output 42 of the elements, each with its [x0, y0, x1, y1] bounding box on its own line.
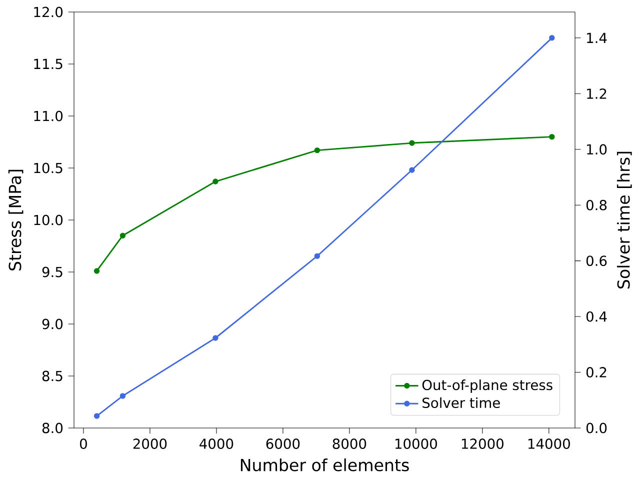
legend-label: Solver time — [422, 397, 500, 408]
point — [549, 35, 555, 41]
y-tick-label: 9.0 — [42, 318, 63, 330]
x-axis-title: Number of elements — [240, 458, 409, 472]
y2-axis-title: Solver time [hrs] — [616, 152, 632, 288]
x-tick-label: 6000 — [266, 438, 300, 449]
x-tick-label: 4000 — [200, 438, 234, 449]
x-tick-label: 2000 — [133, 438, 167, 449]
point — [409, 140, 415, 146]
x-tick-label: 0 — [80, 438, 87, 449]
legend-label: Out-of-plane stress — [422, 379, 552, 393]
y2-tick-label: 0.0 — [586, 422, 607, 434]
point — [314, 253, 320, 259]
y-tick-label: 10.5 — [34, 162, 62, 174]
point — [409, 167, 415, 173]
point — [314, 147, 320, 154]
point — [212, 178, 218, 184]
x-tick-label: 8000 — [332, 438, 366, 449]
y-tick-label: 8.5 — [42, 370, 62, 382]
y-axis-title: Stress [MPa] — [8, 170, 24, 270]
y2-tick-label: 1.4 — [587, 32, 607, 43]
x-tick-label: 12000 — [462, 438, 504, 449]
point — [94, 413, 100, 419]
y2-tick-label: 0.6 — [586, 256, 607, 266]
point — [120, 393, 126, 399]
y2-tick-label: 0.4 — [586, 311, 607, 322]
point — [212, 335, 218, 341]
y-tick-label: 8.0 — [42, 422, 63, 434]
x-tick-label: 14000 — [528, 438, 570, 449]
y-tick-label: 9.5 — [42, 266, 62, 278]
y2-tick-label: 1.2 — [587, 88, 606, 99]
y2-tick-label: 0.2 — [586, 367, 606, 378]
point — [549, 134, 555, 140]
y2-tick-label: 1.0 — [587, 144, 607, 155]
y-tick-label: 12.0 — [34, 6, 63, 18]
x-tick-label: 10000 — [395, 438, 437, 449]
y-tick-label: 11.0 — [34, 110, 63, 122]
point — [94, 268, 100, 274]
y2-tick-label: 0.8 — [586, 200, 607, 210]
y-tick-label: 10.0 — [34, 214, 63, 226]
point — [120, 232, 126, 238]
y-tick-label: 11.5 — [34, 58, 62, 70]
